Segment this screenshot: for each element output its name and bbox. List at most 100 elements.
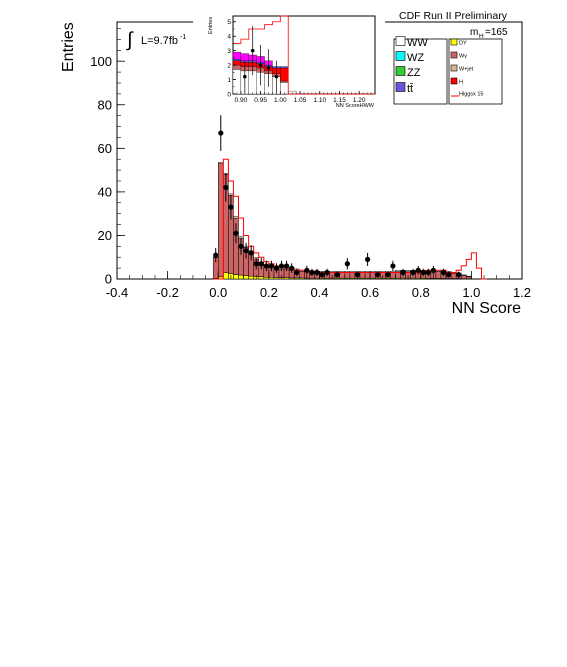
bar-W-49 <box>461 275 467 280</box>
x-tick-label-2: 1.00 <box>274 97 287 104</box>
legend-wz-label: WZ <box>407 52 424 64</box>
bar-DY-10 <box>263 277 270 280</box>
data-point-18 <box>309 269 315 276</box>
x-tick-label-5: 0.6 <box>361 285 379 300</box>
legend-w-label: Wγ <box>459 54 467 60</box>
data-point-5 <box>238 243 244 249</box>
data-point-4 <box>274 74 279 79</box>
data-point-20 <box>319 272 325 278</box>
y-tick-label-2: 2 <box>227 62 231 69</box>
data-point-24 <box>354 272 361 278</box>
data-point-0 <box>213 252 219 258</box>
data-point-33 <box>425 269 431 276</box>
data-point-3 <box>266 66 271 70</box>
y-tick-label-4: 4 <box>227 33 231 40</box>
x-axis-label: NN Score <box>452 300 521 317</box>
legend-zz-swatch <box>395 66 406 76</box>
legend-wz-entry: WZ <box>395 51 424 64</box>
data-point-6 <box>243 248 249 254</box>
bar-W-27 <box>349 272 356 279</box>
x-tick-label-1: 0.95 <box>254 97 267 104</box>
bar-DY-4 <box>233 274 239 280</box>
data-point-4 <box>233 230 239 236</box>
legend-tt-swatch <box>395 82 406 92</box>
bar-W-25 <box>339 272 346 279</box>
data-point-32 <box>420 269 426 276</box>
bar-Higgsx15-1 <box>240 53 249 61</box>
x-tick-label-5: 1.15 <box>333 97 346 104</box>
main-data-points <box>213 115 462 278</box>
legend-zz-entry: ZZ <box>395 66 421 79</box>
y-tick-label-2: 40 <box>98 184 112 199</box>
bar-W-50 <box>466 276 472 280</box>
legend-higgsx15-label: Higgsx 15 <box>459 92 483 98</box>
data-point-37 <box>456 272 462 278</box>
bar-W-17 <box>299 271 305 279</box>
bar-DY-11 <box>268 277 275 280</box>
x-tick-label-4: 0.4 <box>310 285 328 300</box>
inset-y-label: Entries <box>208 17 214 34</box>
y-axis-label: Entries <box>60 22 77 72</box>
higgs-x15-line <box>213 158 487 280</box>
bar-W-35 <box>390 272 396 279</box>
bar-tt-0 <box>232 59 242 61</box>
bar-W-0 <box>232 64 242 70</box>
y-tick-label-1: 20 <box>98 228 112 243</box>
data-point-31 <box>415 267 421 273</box>
bar-WW-4 <box>233 216 239 219</box>
data-point-29 <box>400 269 406 276</box>
integral-sign: ∫ <box>126 29 134 51</box>
luminosity-label: ∫ L=9.7fb -1 <box>126 29 186 51</box>
legend-tt-entry: tt̄ <box>395 82 413 95</box>
main-plot-area: -0.4 -0.2 0.0 0.2 0.4 0.6 0.8 1.0 1.2 0204060801… <box>60 21 531 317</box>
bar-DY-9 <box>258 276 265 280</box>
y-tick-label-0: 0 <box>227 91 231 98</box>
data-point-0 <box>243 74 247 79</box>
y-tick-label-1: 1 <box>227 77 231 84</box>
y-tick-label-5: 100 <box>90 54 112 69</box>
x-tick-label-7: 1.0 <box>462 285 480 300</box>
main-x-ticks: -0.4 -0.2 0.0 0.2 0.4 0.6 0.8 1.0 1.2 <box>106 271 531 300</box>
x-tick-label-1: -0.2 <box>156 285 178 300</box>
data-point-19 <box>314 269 320 276</box>
bar-Higgsx15-0 <box>232 51 242 60</box>
data-point-12 <box>273 265 280 271</box>
data-point-28 <box>390 263 396 269</box>
inset-data-points <box>243 26 279 93</box>
mass-sub: H <box>479 33 484 40</box>
x-tick-label-6: 0.8 <box>412 285 430 300</box>
data-point-26 <box>375 272 381 278</box>
x-tick-label-4: 1.10 <box>313 97 326 104</box>
legend-wjet-label: W+jet <box>459 67 474 73</box>
data-point-11 <box>268 263 275 269</box>
bar-W-47 <box>450 272 457 279</box>
main-y-ticks: 0 20 40 60 80 100 <box>90 28 125 287</box>
inset-plot-area: 0.90 0.95 1.00 1.05 1.10 1.15 1.20 0 1 2 3 4 5 NN S… <box>193 10 385 110</box>
bar-WW-6 <box>280 82 289 95</box>
legend-ww-entry: WW <box>395 36 428 49</box>
x-tick-label-6: 1.20 <box>353 97 366 104</box>
data-point-13 <box>278 263 285 269</box>
legend-w-swatch <box>450 51 458 59</box>
data-point-16 <box>294 269 300 276</box>
bar-WW-1 <box>218 162 224 164</box>
bar-WW-49 <box>461 274 467 276</box>
x-tick-label-0: -0.4 <box>106 285 128 300</box>
plot-title: CDF Run II Preliminary <box>399 10 508 22</box>
x-tick-label-3: 1.05 <box>294 97 307 104</box>
legend-box-right <box>448 38 503 105</box>
legend-dy-entry: DY <box>450 38 467 47</box>
legend-higgsx15-entry: Higgsx 15 <box>451 92 483 98</box>
y-tick-label-0: 0 <box>105 272 112 287</box>
bar-DY-6 <box>243 275 249 280</box>
data-point-21 <box>324 269 330 276</box>
data-point-30 <box>410 269 416 276</box>
lumi-superscript: -1 <box>180 34 186 41</box>
inset-y-ticks: 0 1 2 3 4 5 <box>227 19 236 98</box>
inset-x-label: NN ScoreHWW <box>336 103 375 109</box>
data-point-15 <box>289 265 295 271</box>
higgs-mass-label: m H =165 <box>470 27 508 40</box>
legend-dy-label: DY <box>459 41 467 47</box>
bar-H-6 <box>280 67 289 82</box>
bar-tt-6 <box>280 66 289 69</box>
